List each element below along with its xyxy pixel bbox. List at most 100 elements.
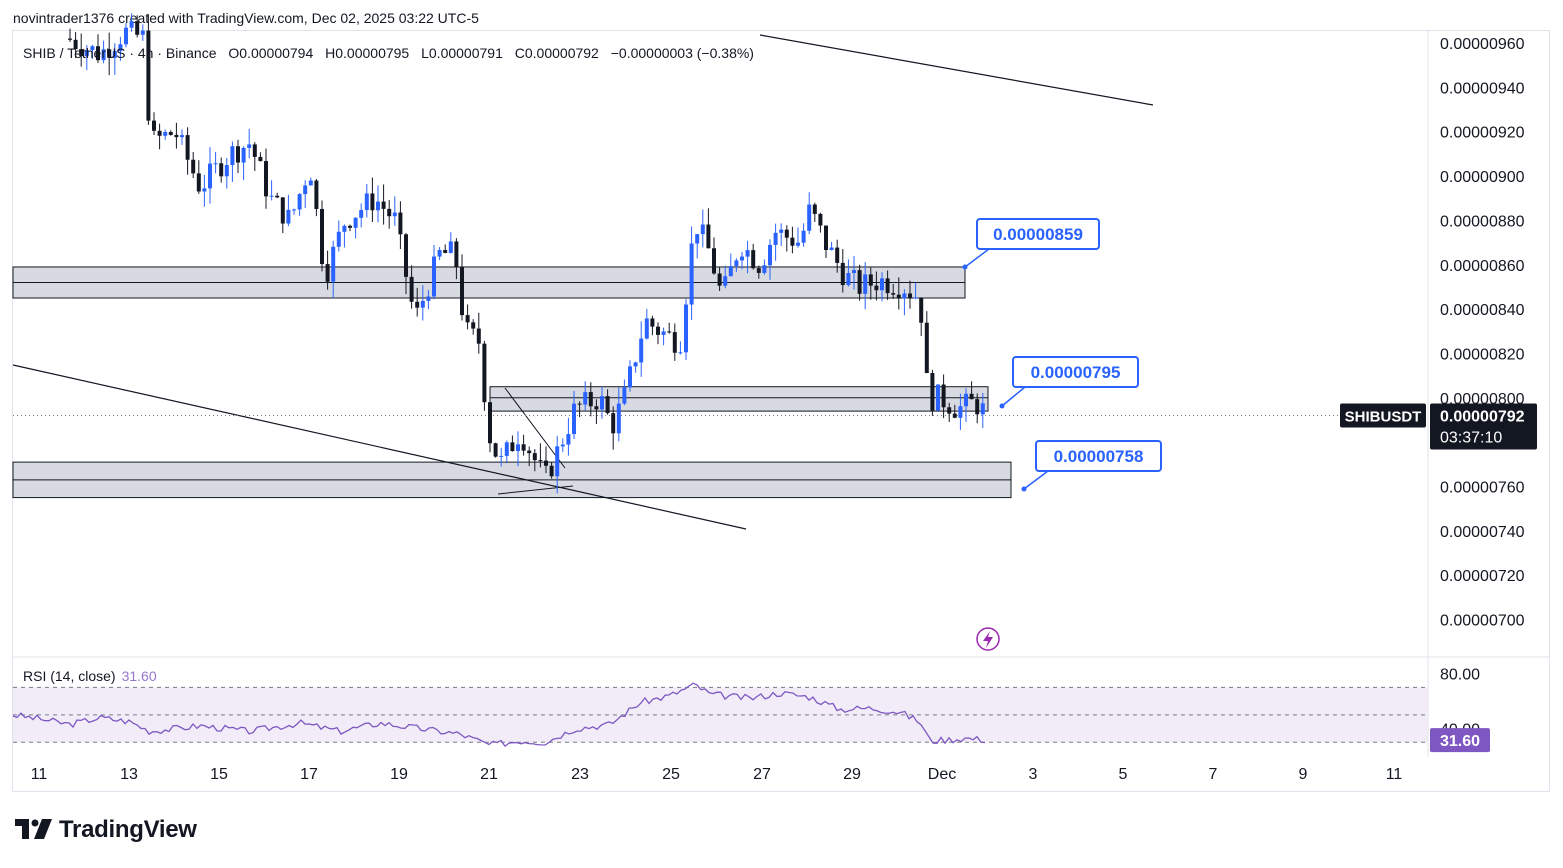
candle xyxy=(952,404,957,419)
candle-body xyxy=(381,201,386,209)
ohlc-legend[interactable]: SHIB / TetherUS · 4h · Binance O0.000007… xyxy=(23,45,762,61)
candle xyxy=(252,142,257,171)
time-tick-label: Dec xyxy=(928,766,956,783)
candle-body xyxy=(762,265,767,273)
candle xyxy=(258,152,263,162)
candle-body xyxy=(532,453,537,461)
candle xyxy=(185,127,190,175)
candle-body xyxy=(689,243,694,305)
candle-body xyxy=(980,403,985,415)
candle xyxy=(499,447,504,467)
candle-body xyxy=(280,197,285,224)
candle-body xyxy=(728,266,733,277)
candle-body xyxy=(936,384,940,411)
open-value: O0.00000794 xyxy=(228,45,314,61)
candle xyxy=(129,13,134,32)
candle-body xyxy=(404,234,408,277)
candle xyxy=(919,297,924,336)
candle xyxy=(488,395,492,453)
candle-body xyxy=(852,270,856,274)
candle xyxy=(180,129,184,145)
candle-body xyxy=(756,268,761,273)
candle xyxy=(656,322,660,345)
candle-body xyxy=(325,264,330,282)
candle-body xyxy=(471,322,476,329)
candle-body xyxy=(258,156,263,162)
symbol-label[interactable]: SHIB / TetherUS · 4h · Binance xyxy=(23,45,217,61)
callout-label: 0.00000758 xyxy=(1054,447,1144,466)
candle-body xyxy=(73,39,78,50)
candle xyxy=(829,241,834,251)
price-tick-label: 0.00000960 xyxy=(1440,36,1525,53)
candle xyxy=(840,248,845,293)
candle xyxy=(868,267,873,300)
candle-body xyxy=(616,403,621,434)
candle-body xyxy=(868,274,873,286)
candle-body xyxy=(185,135,190,160)
candle xyxy=(913,282,918,300)
candle-body xyxy=(902,293,907,299)
candle xyxy=(818,212,823,233)
candle xyxy=(885,270,890,300)
candle-body xyxy=(521,444,526,451)
candle xyxy=(969,381,974,400)
candle-body xyxy=(476,328,481,344)
candle xyxy=(224,158,229,189)
candle-body xyxy=(460,267,464,316)
candle xyxy=(308,177,313,186)
candle-body xyxy=(303,185,308,195)
rsi-legend[interactable]: RSI (14, close) 31.60 xyxy=(23,668,157,684)
candle-body xyxy=(549,465,554,477)
candle xyxy=(891,283,896,299)
candle xyxy=(381,184,386,225)
candle xyxy=(191,151,196,179)
candle-body xyxy=(807,204,812,231)
candle xyxy=(723,265,728,289)
price-callouts: 0.00000859 0.00000795 0.00000758 xyxy=(962,218,1162,492)
candle-body xyxy=(594,406,599,410)
candle-body xyxy=(734,260,739,267)
candle xyxy=(712,237,716,275)
candle-body xyxy=(628,366,632,388)
candle xyxy=(96,34,100,63)
candle xyxy=(112,43,117,75)
candle xyxy=(342,224,347,248)
candle-body xyxy=(661,331,666,335)
candle-body xyxy=(633,362,638,367)
price-tick-label: 0.00000720 xyxy=(1440,568,1525,585)
time-tick-label: 15 xyxy=(210,766,228,783)
candle-body xyxy=(208,163,212,189)
close-value: C0.00000792 xyxy=(514,45,599,61)
candle xyxy=(773,223,778,261)
candle xyxy=(325,250,330,290)
time-tick-label: 19 xyxy=(390,766,408,783)
candle-body xyxy=(835,247,840,263)
candle-body xyxy=(863,274,868,294)
wedge-line-upper xyxy=(504,387,566,469)
candle xyxy=(163,129,168,140)
tradingview-logo-icon xyxy=(15,819,52,839)
candle-body xyxy=(572,403,576,435)
candle xyxy=(303,180,308,209)
candle-body xyxy=(101,49,106,61)
candle xyxy=(594,399,599,425)
tradingview-logo[interactable]: TradingView xyxy=(15,816,197,844)
candle xyxy=(157,123,162,150)
callout-leader xyxy=(1001,386,1026,407)
callout-anchor xyxy=(962,264,968,270)
candle xyxy=(482,340,487,411)
candle xyxy=(359,203,364,228)
candle xyxy=(555,435,560,494)
candle-body xyxy=(975,399,980,415)
candle xyxy=(297,192,302,216)
candle-body xyxy=(639,338,644,363)
candle xyxy=(947,402,952,423)
candle xyxy=(852,255,856,290)
candle xyxy=(460,254,464,321)
candle-body xyxy=(264,161,268,197)
candle xyxy=(756,265,761,279)
price-tick-label: 0.00000900 xyxy=(1440,169,1525,186)
candle-body xyxy=(560,444,565,447)
candle-body xyxy=(135,21,140,35)
